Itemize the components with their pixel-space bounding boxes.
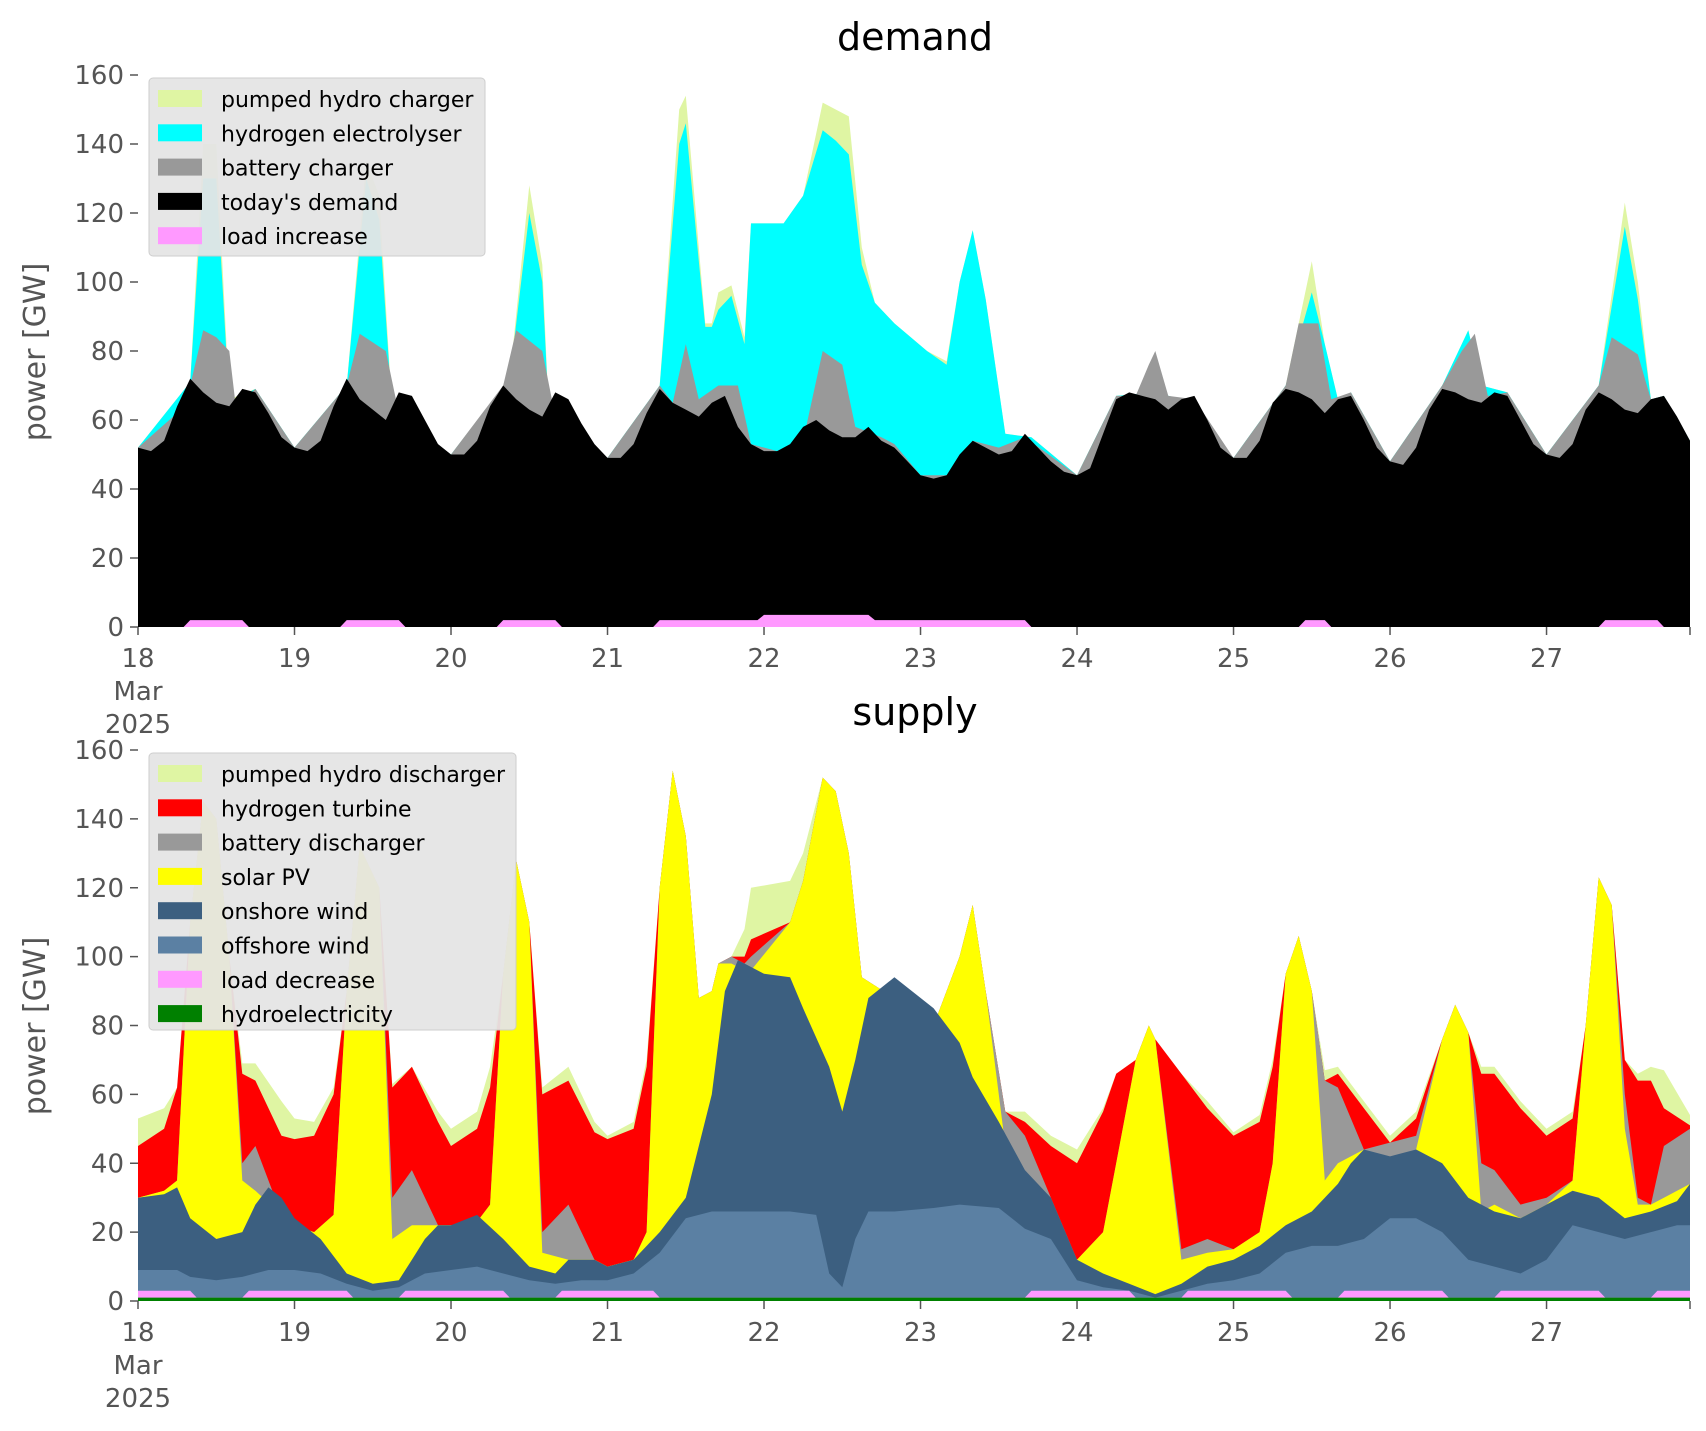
y-axis-label: power [GW] xyxy=(18,263,53,442)
area-layers xyxy=(138,770,1690,1301)
x-tick-label: 18 xyxy=(121,1318,154,1348)
x-tick-label: 19 xyxy=(278,644,311,674)
legend-label-hydrogen-electrolyser: hydrogen electrolyser xyxy=(221,122,462,147)
legend-label-load-increase: load increase xyxy=(221,225,368,250)
legend-label-hydrogen-turbine: hydrogen turbine xyxy=(221,797,412,822)
legend-label-offshore-wind: offshore wind xyxy=(221,935,370,960)
y-tick-label: 100 xyxy=(74,268,124,298)
x-tick-label: 20 xyxy=(434,1318,467,1348)
legend-swatch-hydrogen-electrolyser xyxy=(158,124,202,142)
legend-label-battery-charger: battery charger xyxy=(221,157,394,182)
area-today-s-demand xyxy=(138,378,1690,627)
legend-box xyxy=(148,77,486,257)
y-tick-label: 160 xyxy=(74,61,124,91)
y-tick-label: 160 xyxy=(74,736,124,766)
y-tick-label: 80 xyxy=(91,337,124,367)
y-tick-label: 60 xyxy=(91,1080,124,1110)
y-tick-label: 0 xyxy=(107,613,124,643)
y-tick-label: 100 xyxy=(74,943,124,973)
y-tick-label: 120 xyxy=(74,874,124,904)
legend: pumped hydro discharger hydrogen turbine b… xyxy=(148,752,517,1031)
x-tick-label: 23 xyxy=(904,644,937,674)
y-tick-label: 20 xyxy=(91,544,124,574)
x-tick-label: 25 xyxy=(1217,644,1250,674)
y-tick-label: 0 xyxy=(107,1287,124,1317)
supply-chart: supply power [GW] 0 20 40 60 80 100 120 140 160 1… xyxy=(18,690,1691,1414)
x-tick-label: 21 xyxy=(591,644,624,674)
legend-swatch-offshore-wind xyxy=(158,936,202,954)
legend-swatch-load-decrease xyxy=(158,970,202,988)
legend-swatch-battery-discharger xyxy=(158,833,202,851)
legend-swatch-solar-pv xyxy=(158,867,202,885)
y-tick-label: 40 xyxy=(91,1149,124,1179)
y-tick-label: 120 xyxy=(74,199,124,229)
legend-label-solar-pv: solar PV xyxy=(221,866,310,891)
x-tick-label: 22 xyxy=(747,644,780,674)
x-tick-label: 24 xyxy=(1060,644,1093,674)
legend-swatch-pumped-hydro-charger xyxy=(158,90,202,107)
x-tick-label: 18 xyxy=(121,644,154,674)
area-offshore-wind xyxy=(138,1204,1690,1301)
legend-swatch-pumped-hydro-discharger xyxy=(158,765,202,782)
demand-chart: demand power [GW] 0 20 40 60 80 100 120 140 160 1… xyxy=(18,15,1691,740)
x-tick-sublabel: Mar xyxy=(113,677,162,707)
x-tick-label: 23 xyxy=(904,1318,937,1348)
legend-label-battery-discharger: battery discharger xyxy=(221,832,426,857)
legend-swatch-onshore-wind xyxy=(158,902,202,920)
y-tick-label: 80 xyxy=(91,1012,124,1042)
legend-label-pumped-hydro-discharger: pumped hydro discharger xyxy=(221,763,506,788)
x-tick-label: 19 xyxy=(278,1318,311,1348)
legend-label-load-decrease: load decrease xyxy=(221,969,375,994)
area-load-increase xyxy=(138,614,1690,627)
x-tick-label: 21 xyxy=(591,1318,624,1348)
x-tick-label: 27 xyxy=(1530,644,1563,674)
chart-title: supply xyxy=(852,690,977,734)
legend: pumped hydro charger hydrogen electrolyse… xyxy=(148,77,486,257)
legend-box xyxy=(148,752,517,1031)
legend-label-onshore-wind: onshore wind xyxy=(221,900,368,925)
area-onshore-wind xyxy=(138,960,1690,1301)
y-tick-label: 40 xyxy=(91,475,124,505)
x-tick-sublabel: 2025 xyxy=(105,710,171,740)
x-tick-label: 27 xyxy=(1530,1318,1563,1348)
area-layers xyxy=(138,95,1690,628)
x-tick-sublabel: 2025 xyxy=(105,1384,171,1414)
legend-swatch-battery-charger xyxy=(158,158,202,176)
legend-swatch-load-increase xyxy=(158,227,202,245)
chart-title: demand xyxy=(837,15,993,59)
legend-label-today-s-demand: today's demand xyxy=(221,191,398,216)
y-tick-label: 60 xyxy=(91,406,124,436)
x-tick-sublabel: Mar xyxy=(113,1351,162,1381)
y-tick-label: 140 xyxy=(74,130,124,160)
area-hydroelectricity xyxy=(138,1297,1690,1301)
legend-swatch-hydroelectricity xyxy=(158,1005,202,1023)
x-tick-label: 24 xyxy=(1060,1318,1093,1348)
y-tick-label: 20 xyxy=(91,1218,124,1248)
x-tick-label: 22 xyxy=(747,1318,780,1348)
x-tick-label: 26 xyxy=(1373,1318,1406,1348)
y-tick-label: 140 xyxy=(74,805,124,835)
legend-label-hydroelectricity: hydroelectricity xyxy=(221,1003,393,1028)
x-tick-label: 25 xyxy=(1217,1318,1250,1348)
y-axis-label: power [GW] xyxy=(18,937,53,1116)
legend-swatch-today-s-demand xyxy=(158,192,202,210)
x-tick-label: 20 xyxy=(434,644,467,674)
legend-swatch-hydrogen-turbine xyxy=(158,799,202,817)
x-tick-label: 26 xyxy=(1373,644,1406,674)
legend-label-pumped-hydro-charger: pumped hydro charger xyxy=(221,88,474,113)
